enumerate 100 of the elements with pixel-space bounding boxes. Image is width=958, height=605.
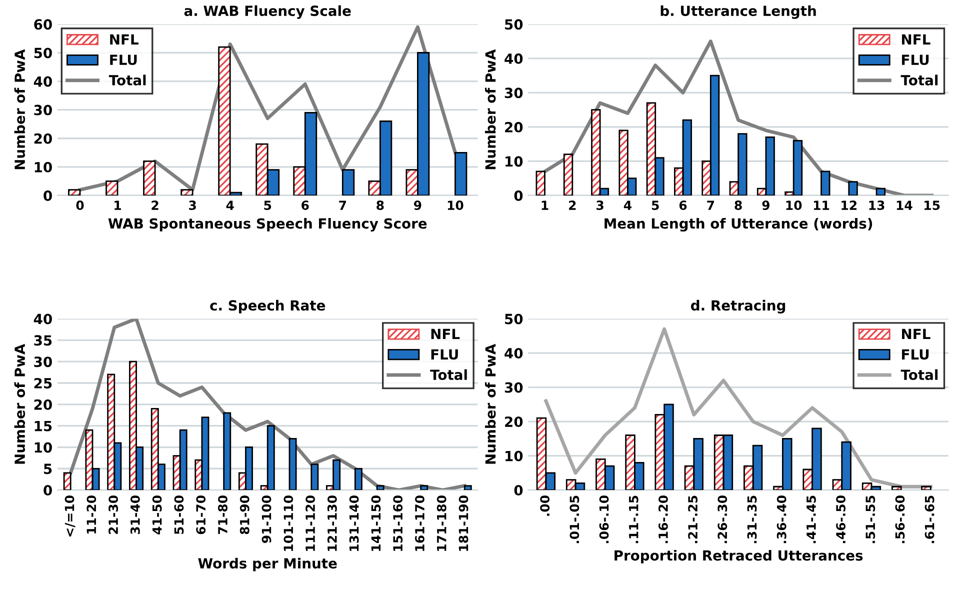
y-tick-label: 15 <box>34 420 52 432</box>
x-tick-label: 121-130 <box>327 496 337 551</box>
x-tick-label: 31-40 <box>130 496 140 534</box>
x-tick-label: 51-60 <box>174 496 184 534</box>
y-tick-label: 30 <box>504 382 523 393</box>
y-axis-title: Number of PwA <box>14 49 26 170</box>
x-tick-label: </=10 <box>64 496 76 536</box>
y-tick-label: 50 <box>34 48 52 58</box>
x-tick-label: .06-.10 <box>599 496 609 544</box>
y-tick-label: 0 <box>514 190 523 201</box>
x-tick-label: 1 <box>114 200 122 210</box>
line-series <box>68 318 466 490</box>
x-tick-label: .56-.60 <box>895 496 905 544</box>
legend-label: Total <box>900 74 938 86</box>
x-tick-label: .11-.15 <box>629 496 638 544</box>
x-tick-label: 1 <box>542 200 548 210</box>
x-tick-label: 141-150 <box>371 496 381 551</box>
y-tick-label: 0 <box>44 485 52 496</box>
y-tick-label: 5 <box>44 464 52 474</box>
bar <box>820 170 830 196</box>
x-tick-label: 4 <box>226 200 234 210</box>
x-tick-label: 71-80 <box>218 496 228 534</box>
bar <box>342 169 355 196</box>
x-tick-label: 81-90 <box>240 496 250 534</box>
bar <box>376 485 384 490</box>
bar <box>848 181 858 196</box>
x-tick-label: 15 <box>924 200 940 210</box>
y-tick-label: 20 <box>505 122 523 132</box>
legend-label: FLU <box>431 349 458 360</box>
x-tick-label: 5 <box>264 200 272 210</box>
legend-label: Total <box>430 369 467 380</box>
y-tick-label: 30 <box>34 356 52 368</box>
x-tick-label: 4 <box>624 200 632 210</box>
x-tick-label: .41-.45 <box>806 496 816 544</box>
y-tick-label: 10 <box>506 450 523 462</box>
bar <box>420 485 428 490</box>
chart-title: b. Utterance Length <box>660 5 816 19</box>
x-tick-label: .51-.55 <box>866 496 876 544</box>
x-axis-title: Mean Length of Utterance (words) <box>604 218 872 232</box>
x-tick-label: 11-20 <box>86 496 96 534</box>
x-tick-label: 5 <box>652 200 659 210</box>
x-tick-label: .00 <box>540 496 550 516</box>
y-tick-label: 40 <box>34 314 52 324</box>
y-tick-label: 20 <box>34 399 52 410</box>
legend-label: FLU <box>902 54 929 66</box>
x-tick-label: 11 <box>814 200 830 210</box>
x-tick-label: .31-.35 <box>747 496 757 544</box>
chart-title: d. Retracing <box>690 300 786 314</box>
x-tick-label: .46-.50 <box>836 496 846 544</box>
x-tick-label: .61-.65 <box>924 496 934 544</box>
x-tick-label: 21-30 <box>108 496 118 534</box>
bar <box>876 188 886 196</box>
legend-label: Total <box>108 74 146 86</box>
y-tick-label: 20 <box>505 416 523 428</box>
x-tick-label: 3 <box>189 200 196 210</box>
x-tick-label: 111-120 <box>306 496 316 551</box>
x-tick-label: 9 <box>762 200 770 210</box>
y-tick-label: 25 <box>34 378 52 388</box>
y-tick-label: 10 <box>506 156 523 167</box>
x-tick-label: 13 <box>869 200 884 210</box>
x-axis-title: WAB Spontaneous Speech Fluency Score <box>108 218 427 232</box>
x-tick-label: 6 <box>302 200 309 210</box>
x-tick-label: 101-110 <box>284 496 294 551</box>
y-axis-title: Number of PwA <box>484 49 496 170</box>
y-axis-title: Number of PwA <box>484 344 496 464</box>
y-tick-label: 60 <box>34 19 52 30</box>
x-tick-label: 7 <box>707 200 714 210</box>
y-tick-label: 35 <box>34 335 52 346</box>
y-tick-label: 50 <box>505 314 523 324</box>
x-tick-label: 2 <box>569 200 576 210</box>
bar <box>288 438 297 490</box>
x-tick-label: 161-170 <box>414 496 424 551</box>
legend-label: NFL <box>902 328 930 340</box>
x-tick-label: 2 <box>152 200 158 210</box>
y-axis-title: Number of PwA <box>14 344 26 464</box>
y-tick-label: 0 <box>514 485 523 496</box>
x-tick-label: 3 <box>596 200 604 210</box>
y-tick-label: 30 <box>504 88 523 98</box>
y-tick-label: 50 <box>505 19 523 30</box>
y-tick-label: 0 <box>44 190 52 201</box>
y-tick-label: 20 <box>34 133 52 144</box>
x-tick-label: 10 <box>786 200 802 210</box>
legend-label: Total <box>900 369 938 380</box>
x-tick-label: 10 <box>448 200 464 210</box>
x-axis-title: Words per Minute <box>198 558 337 572</box>
y-tick-label: 40 <box>34 76 52 87</box>
x-tick-label: .36-.40 <box>776 496 786 544</box>
x-tick-label: 6 <box>679 200 687 210</box>
legend-label: NFL <box>110 34 138 44</box>
y-tick-label: 10 <box>34 162 52 172</box>
x-tick-label: 9 <box>414 200 422 210</box>
bar <box>310 464 319 490</box>
bar <box>223 412 232 490</box>
x-tick-label: 14 <box>896 200 912 210</box>
x-tick-label: 8 <box>376 200 384 210</box>
y-tick-label: 10 <box>34 442 52 453</box>
x-tick-label: 131-140 <box>349 496 359 551</box>
x-tick-label: 7 <box>339 200 346 210</box>
x-tick-label: 61-70 <box>196 496 206 534</box>
bar <box>454 152 468 196</box>
